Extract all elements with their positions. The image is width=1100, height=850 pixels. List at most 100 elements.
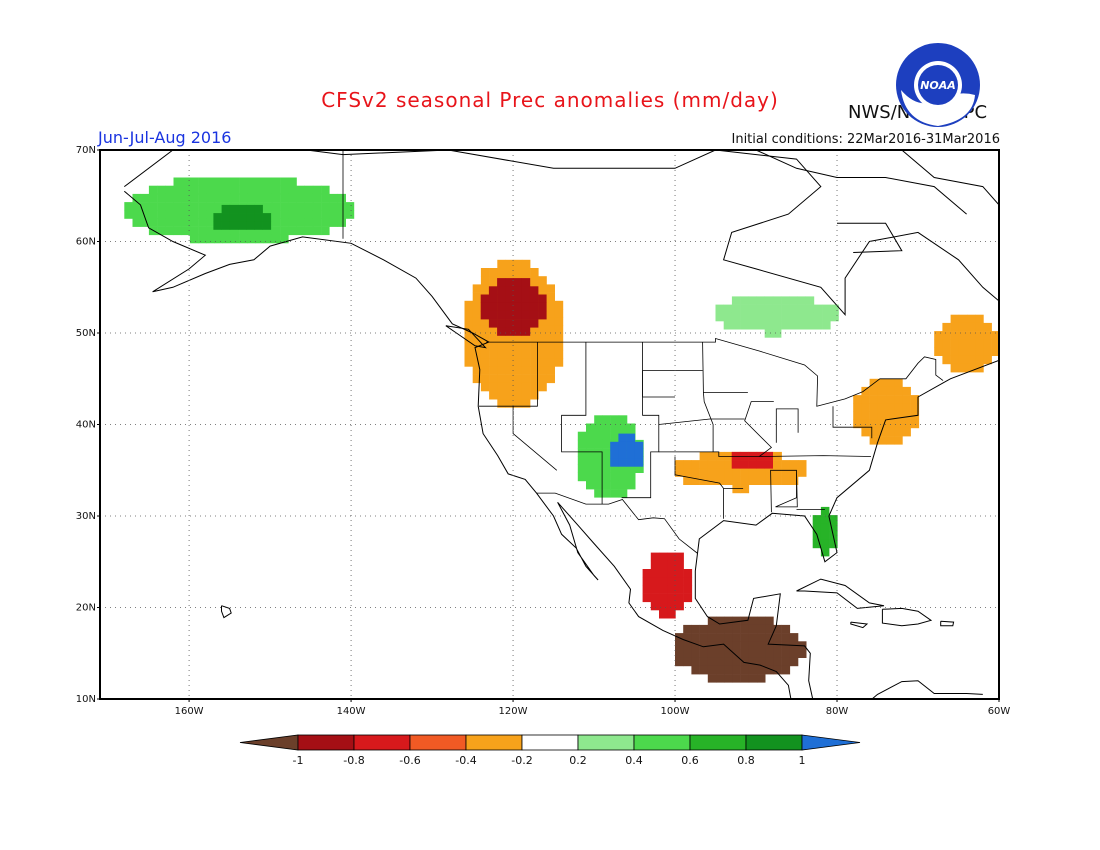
anomaly-cell-pacific-northwest [472, 309, 482, 318]
anomaly-cell-bc-core [497, 294, 506, 303]
anomaly-cell-mexico [675, 577, 684, 586]
anomaly-cell-central-america [691, 649, 700, 658]
anomaly-cell-pacific-northwest [505, 374, 514, 384]
anomaly-cell-southern-plains [781, 468, 791, 477]
anomaly-cell-mexico [683, 585, 693, 594]
anomaly-cell-labrador [967, 355, 976, 365]
anomaly-cell-pacific-northwest [546, 284, 555, 293]
anomaly-cell-northeast [886, 436, 895, 445]
anomaly-cell-southern-plains [683, 468, 692, 477]
anomaly-cell-central-america [757, 674, 766, 683]
anomaly-cell-alaska [304, 193, 314, 203]
anomaly-cell-central-america [773, 624, 782, 634]
anomaly-cell-alaska-core [229, 204, 239, 214]
anomaly-cell-alaska [271, 193, 281, 203]
anomaly-cell-pacific-northwest [464, 300, 473, 310]
anomaly-cell-four-corners [627, 472, 636, 482]
anomaly-cell-pacific-northwest [513, 259, 523, 269]
anomaly-cell-quebec [764, 321, 774, 330]
anomaly-cell-bc-core [529, 310, 539, 320]
anomaly-cell-pacific-northwest [472, 358, 482, 367]
anomaly-cell-alaska [165, 210, 174, 219]
anomaly-cell-quebec [822, 312, 831, 322]
anomaly-cell-quebec [830, 312, 839, 322]
anomaly-cell-pacific-northwest [480, 366, 490, 375]
anomaly-cell-alaska [280, 234, 289, 244]
anomaly-cell-quebec [740, 321, 749, 330]
anomaly-cell-alaska [198, 226, 207, 236]
anomaly-cell-alaska-core [213, 221, 222, 230]
anomaly-cell-quebec [748, 304, 757, 314]
anomaly-cell-pacific-northwest [521, 382, 531, 392]
anomaly-cell-alaska [239, 177, 248, 186]
anomaly-cell-bc-core [480, 294, 490, 303]
anomaly-cell-alaska [140, 202, 150, 211]
anomaly-cell-pacific-northwest [472, 317, 482, 326]
anomaly-cell-alaska [157, 193, 166, 203]
anomaly-cell-alaska [148, 202, 158, 211]
anomaly-cell-pacific-northwest [554, 317, 564, 326]
anomaly-cell-pacific-northwest [546, 366, 555, 375]
anomaly-cell-central-america [724, 649, 733, 658]
anomaly-cell-central-america [757, 665, 766, 675]
anomaly-cell-pacific-northwest [554, 350, 564, 359]
anomaly-cell-alaska [271, 226, 281, 236]
anomaly-cell-alaska [280, 193, 289, 203]
anomaly-cell-four-corners [594, 415, 603, 424]
anomaly-cell-pacific-northwest [489, 276, 498, 285]
anomaly-cell-four-corners [618, 489, 628, 498]
anomaly-cell-central-america [781, 633, 791, 642]
anomaly-cell-four-corners [586, 448, 595, 457]
anomaly-cell-northeast [902, 403, 911, 412]
anomaly-cell-labrador [950, 363, 960, 373]
political-border [702, 342, 714, 452]
anomaly-cell-alaska [280, 202, 289, 211]
anomaly-cell-alaska [198, 177, 207, 186]
anomaly-cell-pacific-northwest [546, 292, 555, 302]
anomaly-cell-quebec [756, 321, 765, 330]
anomaly-cell-bc-core [497, 302, 506, 312]
lat-tick-label: 50N [76, 328, 96, 339]
anomaly-cell-alaska [165, 193, 174, 203]
anomaly-cell-alaska-core [238, 221, 247, 230]
anomaly-cell-pacific-northwest [480, 374, 490, 384]
anomaly-cell-bc-core [529, 319, 539, 328]
anomaly-cell-alaska [206, 202, 215, 211]
anomaly-cell-pacific-northwest [538, 382, 547, 392]
anomaly-cell-alaska [255, 226, 264, 236]
anomaly-cell-alaska [271, 177, 281, 186]
anomaly-cell-four-corners [602, 480, 611, 490]
anomaly-cell-pacific-northwest [513, 366, 523, 375]
anomaly-cell-bc-core [513, 319, 522, 328]
anomaly-cell-ozarks-core [756, 460, 765, 469]
anomaly-cell-alaska [206, 226, 215, 236]
coastline [1004, 318, 1056, 363]
lat-tick-label: 30N [76, 511, 96, 522]
anomaly-cell-northeast [877, 427, 887, 437]
anomaly-cell-four-corners [610, 464, 620, 473]
anomaly-cell-labrador [950, 331, 960, 340]
anomaly-cell-pacific-northwest [497, 391, 506, 400]
anomaly-cell-pacific-northwest [472, 300, 482, 310]
anomaly-cell-central-america [757, 649, 766, 658]
anomaly-cell-northeast [902, 427, 911, 437]
anomaly-cell-quebec [740, 296, 749, 305]
coastline [850, 621, 869, 629]
anomaly-cell-quebec [781, 304, 790, 314]
anomaly-cell-pacific-northwest [489, 366, 498, 375]
anomaly-cell-labrador [950, 347, 960, 356]
anomaly-cell-pacific-northwest [472, 292, 482, 302]
political-border [536, 492, 698, 554]
anomaly-cell-quebec [813, 304, 823, 314]
anomaly-cell-pacific-northwest [480, 333, 490, 343]
anomaly-cell-pacific-northwest [513, 391, 523, 400]
anomaly-cell-central-america [748, 674, 758, 683]
anomaly-cell-pacific-northwest [472, 366, 482, 375]
anomaly-cell-quebec [813, 312, 823, 322]
anomaly-cell-central-america [781, 641, 791, 650]
anomaly-cell-bc-core [513, 310, 522, 320]
anomaly-cell-pacific-northwest [497, 333, 506, 343]
anomaly-cell-pacific-northwest [530, 350, 539, 359]
anomaly-cell-alaska [222, 185, 232, 195]
anomaly-cell-alaska [329, 210, 338, 219]
